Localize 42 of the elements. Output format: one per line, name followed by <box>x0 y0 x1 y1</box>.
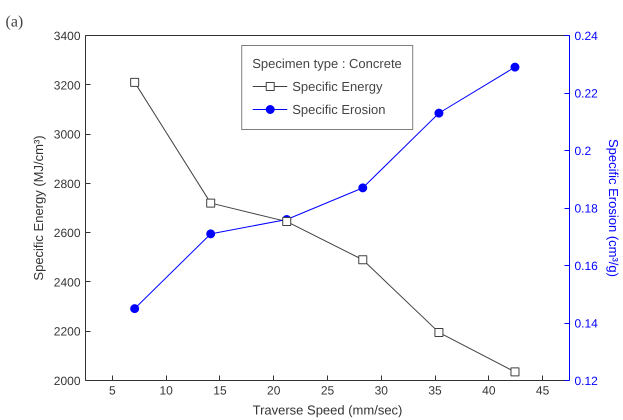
y-tick-label: 3200 <box>54 78 81 92</box>
y-tick-label: 2800 <box>54 176 81 191</box>
y2-tick-label: 0.18 <box>574 202 598 216</box>
point <box>510 62 520 72</box>
x-tick-label: 20 <box>267 384 281 398</box>
legend-label: Specific Erosion <box>292 102 386 116</box>
y-tick-label: 2400 <box>54 275 81 290</box>
y2-tick-label: 0.14 <box>574 316 598 330</box>
y2-tick-label: 0.16 <box>574 259 598 273</box>
y-axis-title: Specific Energy (MJ/cm³) <box>30 135 46 281</box>
y2-tick-label: 0.24 <box>574 29 598 43</box>
y-tick-label: 2000 <box>54 374 81 388</box>
point <box>358 255 368 264</box>
text: (a) <box>6 14 24 30</box>
point <box>130 304 140 314</box>
y2-tick-label: 0.12 <box>574 374 598 388</box>
y-tick-label: 2600 <box>54 226 81 240</box>
point <box>434 328 444 337</box>
legend-title: Specimen type : Concrete <box>252 56 402 71</box>
y-tick-label: 2200 <box>54 324 81 339</box>
y-tick-label: 3000 <box>54 128 81 142</box>
legend-label: Specific Energy <box>292 78 383 94</box>
x-tick-label: 15 <box>213 384 227 398</box>
x-tick-label: 40 <box>482 384 496 398</box>
point <box>130 78 140 87</box>
x-tick-label: 30 <box>374 384 388 398</box>
point <box>434 108 444 118</box>
point <box>206 229 216 238</box>
x-tick-label: 10 <box>159 384 174 398</box>
point <box>282 217 292 226</box>
y2-tick-label: 0.22 <box>574 86 598 100</box>
point <box>358 183 368 192</box>
y2-axis-title: Specific Erosion (cm³/g) <box>606 139 621 277</box>
x-tick-label: 45 <box>536 384 550 398</box>
x-axis-title: Traverse Speed (mm/sec) <box>252 402 402 418</box>
point <box>206 198 216 208</box>
x-tick-label: 5 <box>109 384 116 398</box>
y-tick-label: 3400 <box>54 29 81 43</box>
x-tick-label: 35 <box>428 384 442 398</box>
x-tick-label: 25 <box>320 384 334 398</box>
y2-tick-label: 0.2 <box>574 144 592 158</box>
point <box>510 367 520 376</box>
